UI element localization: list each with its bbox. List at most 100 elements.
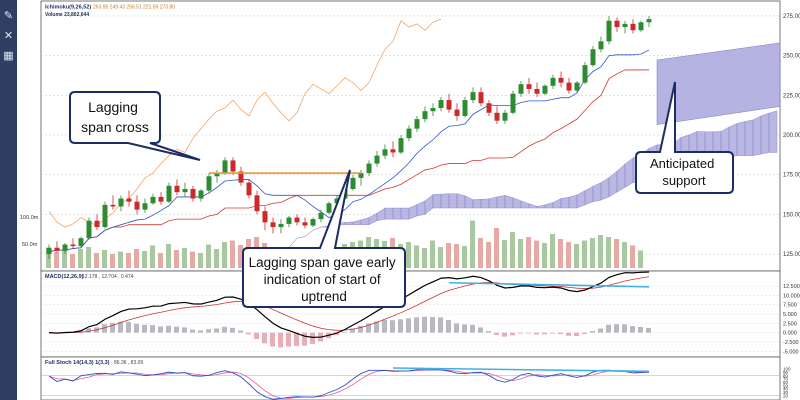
candle-body [590, 49, 596, 66]
volume-bar [430, 240, 435, 268]
macd-histogram-bar [294, 332, 299, 347]
macd-histogram-bar [574, 332, 579, 337]
macd-histogram-bar [438, 317, 443, 333]
macd-histogram-bar [86, 328, 91, 333]
ichimoku-lines [48, 18, 650, 253]
volume-bar [54, 252, 59, 268]
stoch-legend-values: 86.36 , 83.09 [114, 360, 143, 366]
macd-histogram-bar [422, 316, 427, 333]
candle-body [142, 203, 148, 210]
candle-body [638, 22, 644, 31]
macd-histogram-bar [638, 326, 643, 333]
candle-body [86, 220, 92, 239]
macd-histogram-bar [446, 319, 451, 333]
macd-histogram-bar [102, 324, 107, 333]
candle-body [350, 177, 356, 189]
macd-histogram-bar [406, 318, 411, 333]
volume-bar [142, 251, 147, 268]
macd-histogram-bar [398, 319, 403, 333]
stoch-tick-label: 70 [783, 377, 789, 382]
layout-grid-tool-icon[interactable]: ▦ [3, 50, 14, 62]
kijun-sen-line [48, 69, 649, 253]
candle-body [166, 185, 172, 202]
candle-body [518, 84, 524, 94]
candle-body [270, 222, 276, 228]
volume-bar [526, 237, 531, 268]
candle-body [310, 219, 316, 226]
chikou-span-line [48, 18, 442, 228]
volume-bar [614, 239, 619, 268]
volume-bar [486, 242, 491, 268]
volume-bar [118, 251, 123, 268]
cloud-segment [496, 195, 506, 209]
candle-body [438, 100, 444, 109]
macd-histogram-bar [534, 332, 539, 335]
macd-tick-label: 5.000 [783, 312, 797, 318]
volume-bar [406, 242, 411, 268]
candle-body [334, 198, 340, 204]
price-tick-label: 275.00 [783, 14, 800, 20]
volume-bar [238, 245, 243, 268]
macd-histogram-bar [526, 332, 531, 334]
macd-histogram-bar [590, 331, 595, 333]
candle-body [302, 222, 308, 226]
volume-bar [166, 244, 171, 268]
macd-histogram-bar [414, 317, 419, 333]
price-tick-label: 175.00 [783, 173, 800, 179]
price-legend-bg [43, 2, 223, 10]
macd-histogram-bar [190, 329, 195, 333]
candle-body [478, 92, 484, 104]
candle-body [262, 211, 268, 223]
candle-body [606, 20, 612, 42]
candle-body [446, 100, 452, 110]
volume-bar [422, 248, 427, 268]
cloud-segment [736, 121, 746, 156]
crosshair-tool-icon[interactable]: ✕ [3, 30, 14, 42]
macd-histogram-bar [622, 324, 627, 333]
macd-histogram-bar [150, 325, 155, 333]
cloud-segment [384, 207, 394, 220]
volume-bar [574, 244, 579, 268]
callout-early-uptrend-line-2: indication of start of [264, 272, 381, 287]
stoch-k-line [48, 369, 650, 400]
macd-histogram-bar [470, 324, 475, 333]
volume-bar [414, 245, 419, 268]
callout-lagging-span-cross: Lagging span cross [69, 91, 201, 161]
cloud-segment [480, 198, 490, 209]
cloud-segment [744, 119, 754, 156]
macd-histogram-bar [582, 332, 587, 335]
stoch-tick-label: 30 [783, 390, 789, 395]
macd-histogram-bar [478, 327, 483, 333]
volume-bar [550, 234, 555, 268]
macd-histogram-bar [310, 332, 315, 344]
candle-body [134, 201, 140, 210]
macd-histogram-bar [374, 321, 379, 333]
macd-histogram-bar [382, 319, 387, 333]
macd-tick-label: 2.500 [783, 321, 797, 327]
macd-histogram-bar [510, 332, 515, 336]
candle-body [390, 149, 396, 153]
price-tick-label: 125.00 [783, 252, 800, 258]
candlesticks [46, 15, 652, 259]
volume-bar [94, 253, 99, 268]
draw-pencil-tool-icon[interactable]: ✎ [3, 10, 14, 22]
candle-body [62, 244, 68, 251]
volume-bar [494, 228, 499, 268]
macd-histogram-bar [334, 332, 339, 336]
candle-body [430, 108, 436, 112]
candle-body [230, 160, 236, 172]
candle-body [190, 188, 196, 199]
macd-histogram-bar [214, 328, 219, 333]
volume-bar [462, 246, 467, 268]
candle-body [406, 128, 412, 139]
macd-signal-line [48, 276, 650, 334]
macd-histogram-bar [222, 326, 227, 333]
callout-anticipated-support-bubble [635, 81, 734, 194]
candle-body [46, 247, 52, 255]
macd-histogram-bar [358, 325, 363, 333]
candle-body [318, 212, 324, 220]
macd-histogram-bar [118, 321, 123, 333]
macd-histogram-bar [198, 330, 203, 333]
